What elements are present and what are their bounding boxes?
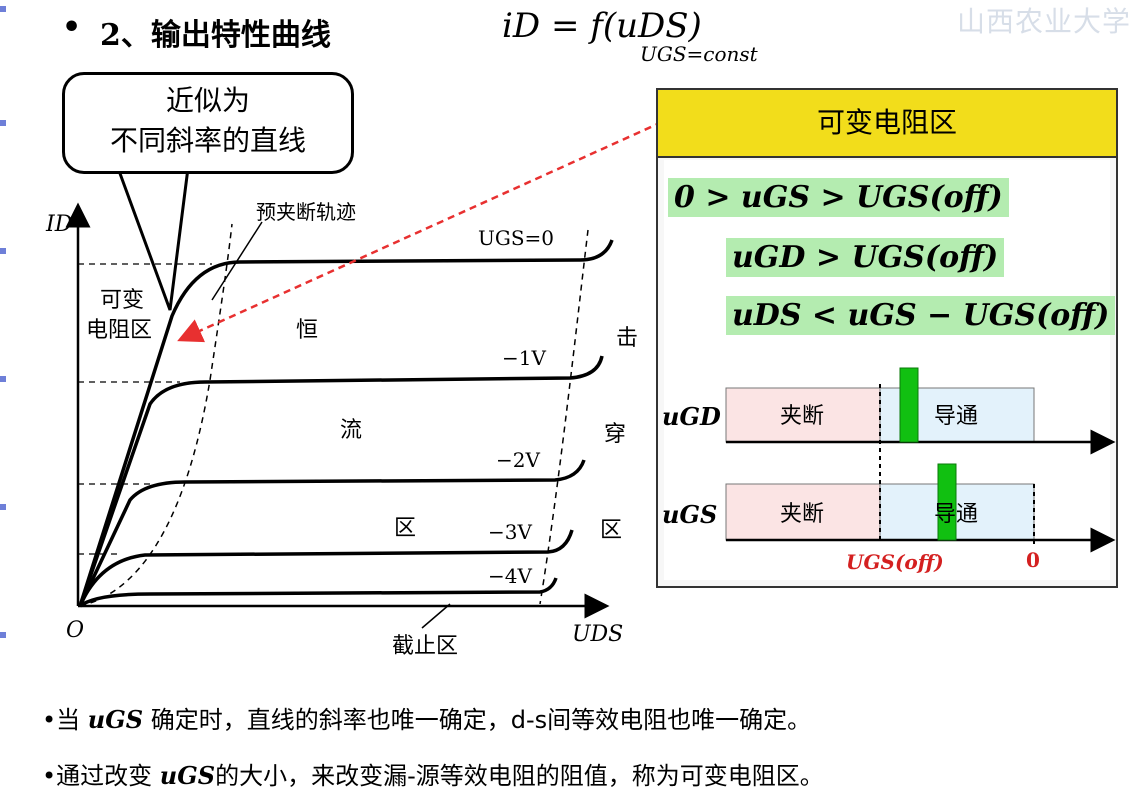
sidebar-marker [0,6,6,12]
sidebar-marker [0,248,6,254]
heading-condition: UGS=const [640,42,758,66]
note-2-prefix: •通过改变 [42,762,160,790]
level-guides [78,263,212,555]
cutoff-pointer [421,603,451,629]
sidebar-marker [0,120,6,126]
region-pointer-arrow [177,120,663,343]
ugs-conduct-text: 导通 [934,502,979,527]
ugs-cutoff-text: 夹断 [780,502,825,527]
callout-bubble: 近似为 不同斜率的直线 [62,72,354,174]
ugs-marker [937,463,957,541]
note-1-variable: uGS [87,705,144,734]
ugs-off-tick-label: UGS(off) [846,550,944,574]
breakdown-region-label: 穿 [604,422,627,447]
callout-line-2: 不同斜率的直线 [109,124,306,157]
note-line-2: •通过改变 uGS的大小，来改变漏-源等效电阻的阻值，称为可变电阻区。 [42,756,824,791]
condition-eq-1: 0 > uGS > UGS(off) [668,178,1009,217]
ugd-cutoff-text: 夹断 [780,404,825,429]
heading-bullet: • [62,10,82,45]
curve-label: −3V [488,520,532,544]
ugs-bar-label: uGS [662,500,718,529]
constant-region-label: 流 [340,418,363,443]
note-1-text: 确定时，直线的斜率也唯一确定，d-s间等效电阻也唯一确定。 [143,706,812,734]
curve-ugs-0 [78,239,614,607]
heading-formula: iD = f(uDS) [502,6,702,46]
bubble-tail [116,167,190,311]
ugd-bar-label: uGD [662,402,721,431]
curve-ugs-3 [78,529,574,607]
variable-region-label-2: 电阻区 [86,318,153,343]
condition-eq-3: uDS < uGS − UGS(off) [726,296,1116,335]
ugd-conduct-text: 导通 [934,404,979,429]
constant-region-label: 恒 [296,318,319,343]
curve-ugs-4 [78,577,558,608]
ugd-marker [899,367,919,443]
note-1-prefix: •当 [42,706,88,734]
curve-label: −2V [496,448,540,472]
curve-ugs-1 [78,355,604,607]
curve-label: UGS=0 [478,226,555,250]
watermark: 山西农业大学 [956,5,1131,38]
breakdown-boundary [539,229,589,605]
ugs-cutoff-zone [725,483,881,541]
zero-tick-label: 0 [1026,548,1040,572]
sidebar-marker [0,632,6,638]
breakdown-region-label: 击 [616,326,639,351]
curve-label: −4V [488,564,532,588]
condition-eq-2: uGD > UGS(off) [726,238,1005,277]
note-line-1: •当 uGS 确定时，直线的斜率也唯一确定，d-s间等效电阻也唯一确定。 [42,700,811,735]
y-axis-label: ID [46,212,73,237]
origin-label: O [66,618,85,643]
constant-region-label: 区 [394,516,417,541]
cutoff-region-label: 截止区 [392,634,459,659]
variable-region-label-1: 可变 [100,288,145,313]
panel-title: 可变电阻区 [658,90,1116,158]
heading-title: 2、输出特性曲线 [100,18,331,53]
breakdown-region-label: 区 [600,518,623,543]
note-2-text: 的大小，来改变漏-源等效电阻的阻值，称为可变电阻区。 [215,762,824,790]
pinchoff-trace-label: 预夹断轨迹 [256,200,356,224]
sidebar-marker [0,376,6,382]
callout-line-1: 近似为 [165,84,250,117]
curves [78,239,614,608]
note-2-variable: uGS [159,761,216,790]
x-axis-label: UDS [572,622,624,647]
curve-label: −1V [502,346,546,370]
curve-ugs-2 [78,459,586,607]
pinchoff-trace [79,223,233,607]
sidebar-marker [0,504,6,510]
